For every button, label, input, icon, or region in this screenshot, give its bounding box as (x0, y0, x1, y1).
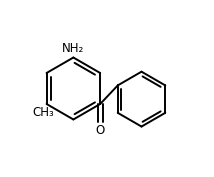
Text: NH₂: NH₂ (62, 42, 85, 55)
Text: CH₃: CH₃ (32, 106, 54, 119)
Text: O: O (96, 124, 105, 137)
